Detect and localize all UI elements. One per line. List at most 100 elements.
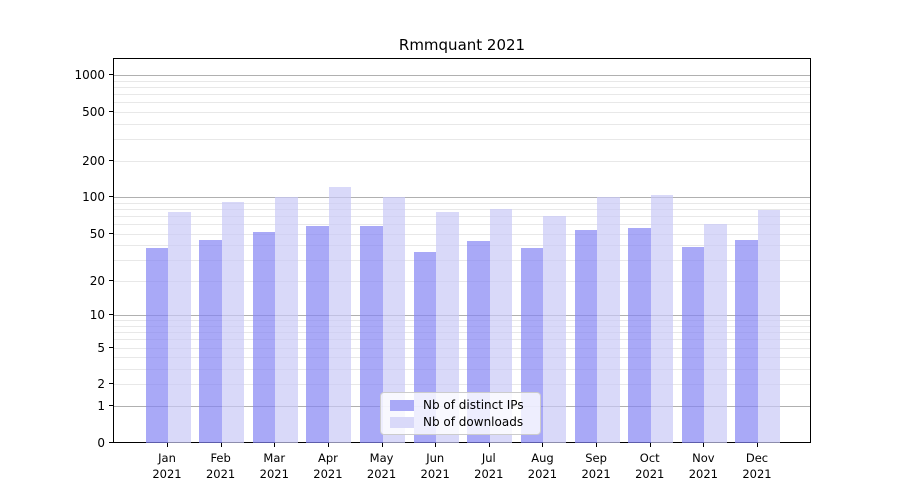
bar-distinct-ips-apr <box>306 225 329 443</box>
y-tick-mark <box>109 314 113 316</box>
bar-distinct-ips-nov <box>681 246 705 443</box>
bar-distinct-ips-oct <box>628 227 651 443</box>
minor-gridline <box>114 347 810 349</box>
y-tick-mark <box>109 196 113 198</box>
y-tick-label: 5 <box>97 340 105 355</box>
x-tick-label-nov: Nov 2021 <box>673 450 733 482</box>
y-tick-mark <box>109 405 113 407</box>
x-tick-year: 2021 <box>420 467 450 481</box>
major-gridline <box>114 197 810 199</box>
plot-area: Nb of distinct IPs Nb of downloads <box>113 58 811 443</box>
y-tick-label: 2 <box>97 377 105 392</box>
minor-gridline <box>114 86 810 88</box>
bar-distinct-ips-dec <box>735 240 758 443</box>
y-tick-label: 10 <box>89 308 105 323</box>
bar-downloads-aug <box>543 215 566 443</box>
major-gridline <box>114 75 810 76</box>
bar-downloads-feb <box>221 201 245 443</box>
y-tick-label: 50 <box>89 226 105 241</box>
y-tick-label: 500 <box>82 104 105 119</box>
y-tick-label: 0 <box>97 436 105 450</box>
minor-gridline <box>114 233 810 235</box>
y-tick-mark <box>109 442 113 443</box>
x-tick-label-jul: Jul 2021 <box>459 450 519 482</box>
x-tick-mark <box>274 443 276 447</box>
x-tick-month: May <box>369 451 394 465</box>
bar-downloads-nov <box>704 224 727 443</box>
x-tick-year: 2021 <box>581 467 611 481</box>
legend-item-downloads: Nb of downloads <box>390 415 531 429</box>
x-tick-month: Sep <box>585 451 607 465</box>
legend-label-downloads: Nb of downloads <box>423 415 524 429</box>
x-tick-mark <box>703 443 705 447</box>
minor-gridline <box>114 139 810 140</box>
x-tick-label-oct: Oct 2021 <box>620 450 680 482</box>
y-tick-mark <box>109 110 113 112</box>
x-tick-label-jun: Jun 2021 <box>405 450 465 482</box>
bar-downloads-jan <box>168 212 191 443</box>
x-tick-label-sep: Sep 2021 <box>566 450 626 482</box>
y-tick-mark <box>109 159 113 161</box>
x-tick-mark <box>596 443 598 447</box>
x-tick-year: 2021 <box>635 467 665 481</box>
bar-downloads-jun <box>436 212 459 443</box>
bar-distinct-ips-sep <box>574 229 598 443</box>
x-tick-label-aug: Aug 2021 <box>512 450 572 482</box>
x-tick-month: Apr <box>317 451 338 465</box>
y-tick-mark <box>109 279 113 281</box>
x-tick-month: Mar <box>263 451 286 465</box>
bar-downloads-sep <box>597 197 620 443</box>
y-tick-label: 200 <box>82 153 105 168</box>
x-tick-month: Nov <box>692 451 715 465</box>
major-gridline <box>114 315 810 317</box>
minor-gridline <box>114 102 810 104</box>
minor-gridline <box>114 280 810 282</box>
minor-gridline <box>114 384 810 386</box>
minor-gridline <box>114 339 810 341</box>
x-tick-mark <box>649 443 651 447</box>
x-tick-year: 2021 <box>313 467 343 481</box>
y-tick-label: 100 <box>82 190 105 205</box>
x-tick-mark <box>488 443 490 447</box>
x-tick-year: 2021 <box>152 467 182 481</box>
minor-gridline <box>114 357 810 359</box>
minor-gridline <box>114 325 810 327</box>
minor-gridline <box>114 332 810 334</box>
minor-gridline <box>114 202 810 204</box>
y-tick-label: 1000 <box>74 68 105 82</box>
x-tick-month: Feb <box>210 451 231 465</box>
x-tick-month: Jun <box>426 451 445 465</box>
x-tick-label-apr: Apr 2021 <box>298 450 358 482</box>
x-tick-month: Oct <box>639 451 660 465</box>
x-tick-month: Jan <box>158 451 176 465</box>
x-tick-label-dec: Dec 2021 <box>727 450 787 482</box>
x-tick-month: Dec <box>745 451 769 465</box>
x-tick-mark <box>381 443 383 447</box>
x-tick-year: 2021 <box>742 467 772 481</box>
bar-downloads-oct <box>650 194 674 443</box>
bar-distinct-ips-mar <box>252 231 276 443</box>
bar-downloads-mar <box>275 197 298 443</box>
x-tick-label-mar: Mar 2021 <box>244 450 304 482</box>
x-tick-year: 2021 <box>474 467 504 481</box>
y-tick-mark <box>109 346 113 348</box>
minor-gridline <box>114 123 810 125</box>
minor-gridline <box>114 80 810 82</box>
x-tick-label-may: May 2021 <box>352 450 412 482</box>
bar-downloads-apr <box>328 186 352 443</box>
x-tick-label-feb: Feb 2021 <box>191 450 251 482</box>
bar-distinct-ips-feb <box>199 240 222 443</box>
x-tick-year: 2021 <box>527 467 558 481</box>
bar-distinct-ips-may <box>360 225 383 443</box>
x-tick-mark <box>542 443 544 447</box>
x-tick-year: 2021 <box>205 467 236 481</box>
y-tick-label: 1 <box>97 399 105 414</box>
y-tick-mark <box>109 383 113 385</box>
bar-downloads-jul <box>489 208 513 443</box>
x-tick-mark <box>435 443 437 447</box>
legend-label-distinct-ips: Nb of distinct IPs <box>423 398 524 412</box>
legend-swatch-downloads <box>390 416 414 428</box>
x-tick-year: 2021 <box>688 467 718 481</box>
x-tick-mark <box>756 443 758 447</box>
